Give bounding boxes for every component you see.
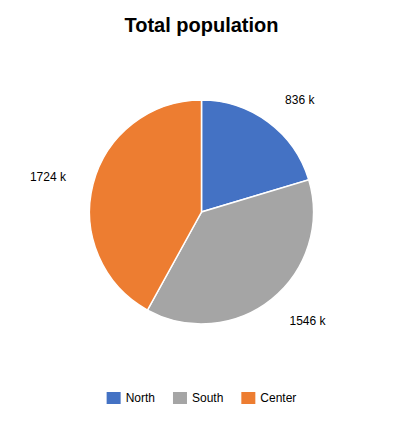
data-labels: 836 k 1546 k 1724 k <box>30 93 327 328</box>
pie-group <box>90 100 314 324</box>
legend-swatch <box>107 392 121 404</box>
legend-item: South <box>173 391 223 405</box>
legend-swatch <box>241 392 255 404</box>
chart-title: Total population <box>124 14 278 36</box>
chart-svg: Total population 836 k 1546 k 1724 k North So… <box>0 0 403 448</box>
chart-container: Total population 836 k 1546 k 1724 k North So… <box>0 0 403 448</box>
legend-swatch <box>173 392 187 404</box>
legend: North South Center <box>107 391 297 405</box>
data-label: 1724 k <box>30 170 67 184</box>
legend-label: Center <box>260 391 296 405</box>
legend-label: North <box>126 391 155 405</box>
data-label: 836 k <box>285 93 315 107</box>
data-label: 1546 k <box>289 314 326 328</box>
legend-item: North <box>107 391 155 405</box>
legend-label: South <box>192 391 223 405</box>
pie-slice <box>90 100 202 310</box>
legend-item: Center <box>241 391 296 405</box>
